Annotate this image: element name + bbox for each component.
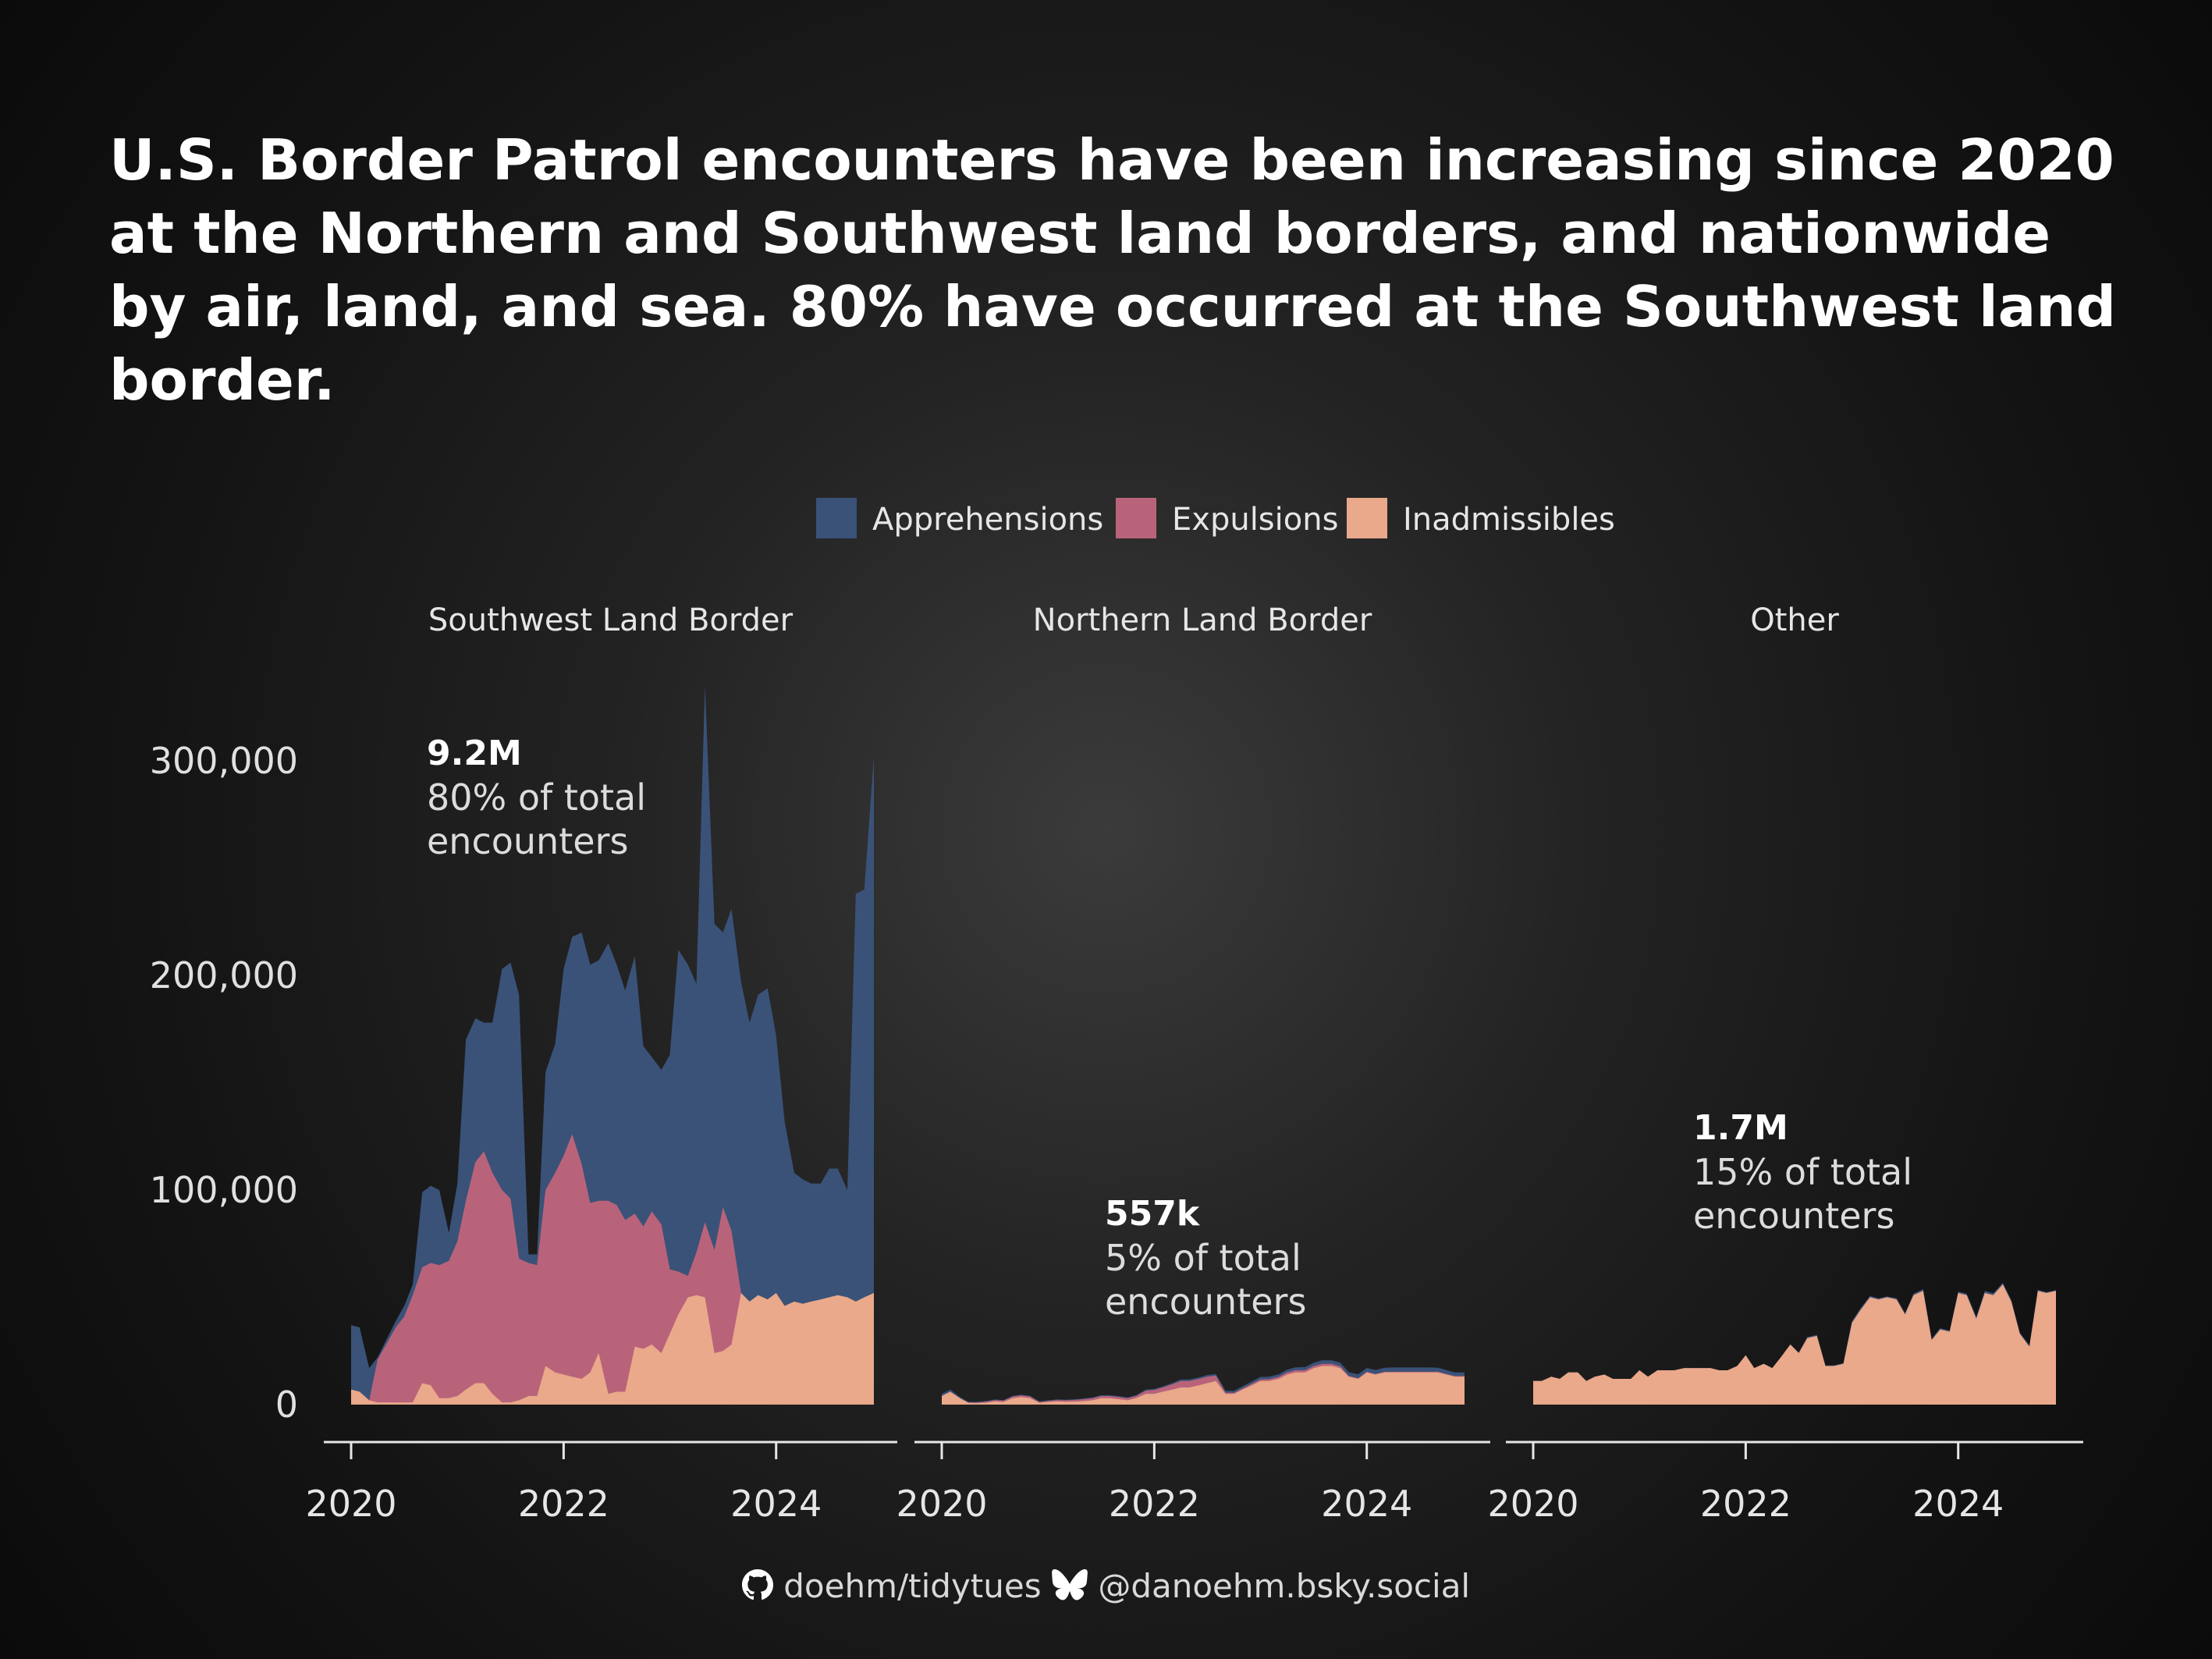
legend-label-apprehensions: Apprehensions — [872, 502, 1103, 538]
x-tick-label: 2022 — [1700, 1483, 1791, 1525]
annotation-line: encounters — [427, 820, 628, 862]
y-tick-label: 0 — [275, 1384, 298, 1426]
y-axis: 0 100,000 200,000 300,000 — [150, 740, 298, 1426]
x-tick-label: 2020 — [305, 1483, 396, 1525]
y-tick-label: 300,000 — [150, 740, 298, 782]
legend-swatch-apprehensions — [816, 498, 857, 538]
legend-label-expulsions: Expulsions — [1172, 502, 1338, 538]
annotation-line: 80% of total — [427, 776, 646, 819]
x-tick-label: 2020 — [896, 1483, 987, 1525]
legend-swatch-expulsions — [1116, 498, 1156, 538]
area-inadmissibles — [351, 1293, 874, 1405]
area-inadmissibles — [1533, 1284, 2056, 1405]
annotation-line: encounters — [1693, 1195, 1894, 1237]
x-tick-label: 2020 — [1487, 1483, 1578, 1525]
annotation-line: 5% of total — [1105, 1237, 1301, 1279]
area-inadmissibles — [942, 1366, 1465, 1405]
x-tick-label: 2022 — [1109, 1483, 1200, 1525]
chart-title: U.S. Border Patrol encounters have been … — [109, 127, 2117, 413]
annotation-line: encounters — [1105, 1281, 1306, 1323]
footer-bluesky[interactable]: @danoehm.bsky.social — [1098, 1567, 1471, 1605]
panel-title: Southwest Land Border — [428, 602, 794, 638]
y-tick-label: 100,000 — [150, 1169, 298, 1211]
footer-credits: doehm/tidytues @danoehm.bsky.social — [0, 1567, 2212, 1608]
github-icon — [741, 1568, 773, 1608]
butterfly-icon — [1052, 1568, 1088, 1608]
y-tick-label: 200,000 — [150, 954, 298, 996]
annotation-line: 15% of total — [1693, 1151, 1912, 1193]
annotation-value: 557k — [1105, 1194, 1201, 1234]
annotation-value: 1.7M — [1693, 1108, 1788, 1148]
x-tick-label: 2024 — [1912, 1483, 2004, 1525]
panel-1: Southwest Land Border 2020 2022 2024 9.2M80%… — [305, 602, 897, 1525]
x-tick-label: 2024 — [1321, 1483, 1412, 1525]
legend: Apprehensions Expulsions Inadmissibles — [816, 498, 1615, 538]
chart-panels: Southwest Land Border 2020 2022 2024 9.2M80%… — [305, 602, 2083, 1525]
footer-github[interactable]: doehm/tidytues — [783, 1567, 1042, 1605]
x-tick-label: 2022 — [518, 1483, 609, 1525]
annotation-value: 9.2M — [427, 734, 522, 773]
panel-title: Northern Land Border — [1033, 602, 1372, 638]
panel-title: Other — [1750, 602, 1839, 638]
x-tick-label: 2024 — [730, 1483, 822, 1525]
legend-label-inadmissibles: Inadmissibles — [1403, 502, 1615, 538]
legend-swatch-inadmissibles — [1347, 498, 1387, 538]
